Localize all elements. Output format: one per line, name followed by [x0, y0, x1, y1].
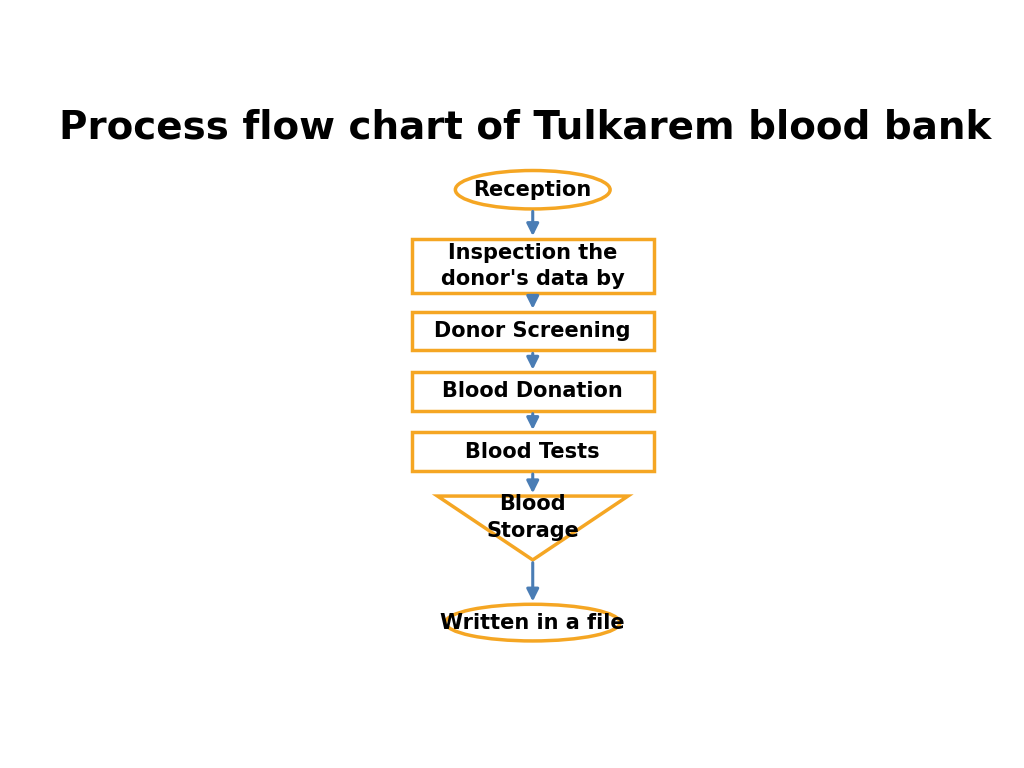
- FancyBboxPatch shape: [412, 432, 653, 471]
- Text: Blood Donation: Blood Donation: [442, 382, 624, 402]
- Text: Blood
Storage: Blood Storage: [486, 494, 580, 541]
- Text: Blood Tests: Blood Tests: [466, 442, 600, 462]
- FancyBboxPatch shape: [412, 312, 653, 350]
- Ellipse shape: [456, 170, 610, 209]
- Ellipse shape: [445, 604, 621, 641]
- Polygon shape: [437, 496, 628, 560]
- Text: Reception: Reception: [474, 180, 592, 200]
- Text: Inspection the
donor's data by: Inspection the donor's data by: [441, 243, 625, 290]
- FancyBboxPatch shape: [412, 372, 653, 411]
- FancyBboxPatch shape: [412, 239, 653, 293]
- Text: Donor Screening: Donor Screening: [434, 321, 631, 341]
- Text: Process flow chart of Tulkarem blood bank: Process flow chart of Tulkarem blood ban…: [58, 108, 991, 147]
- Text: Written in a file: Written in a file: [440, 613, 625, 633]
